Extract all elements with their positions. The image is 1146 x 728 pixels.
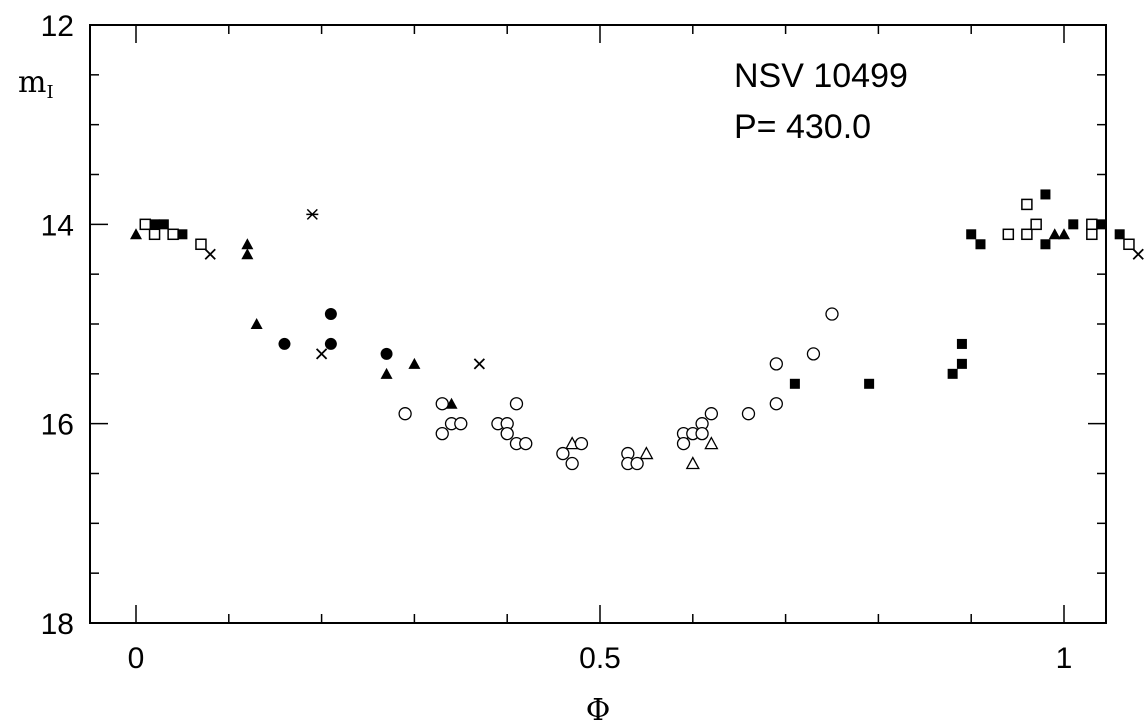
point-open-square [1021, 198, 1033, 211]
point-open-circle [695, 426, 709, 441]
point-open-square [1086, 218, 1098, 231]
point-filled-circle [380, 347, 393, 360]
plot-frame [89, 24, 1107, 624]
point-open-circle [500, 426, 514, 441]
y-axis-label-subscript: I [46, 82, 53, 103]
point-filled-square [1040, 189, 1051, 200]
point-open-square [1002, 228, 1015, 241]
point-open-circle [509, 397, 524, 411]
point-open-square [1123, 238, 1135, 251]
point-filled-circle [324, 337, 337, 350]
point-filled-triangle [1048, 228, 1061, 240]
point-open-triangle [704, 436, 719, 450]
point-cross [1132, 248, 1144, 260]
point-open-circle [565, 456, 579, 471]
point-open-square [167, 228, 179, 241]
point-filled-square [975, 239, 986, 250]
point-open-circle [704, 407, 719, 421]
point-filled-triangle [241, 248, 254, 260]
point-open-circle [574, 436, 589, 451]
point-filled-triangle [1058, 228, 1070, 240]
point-cross [473, 358, 485, 370]
point-filled-square [956, 358, 967, 369]
point-filled-square [947, 368, 958, 379]
point-open-square [139, 218, 152, 231]
y-axis-label: mI [18, 65, 54, 103]
point-cross [204, 248, 216, 260]
y-tick-label: 14 [41, 209, 74, 242]
point-filled-square [1096, 219, 1107, 230]
point-open-circle [435, 426, 449, 441]
point-filled-square [1114, 229, 1125, 240]
annotation-period: P= 430.0 [734, 108, 871, 146]
point-open-square [148, 228, 161, 241]
point-filled-square [1040, 239, 1051, 250]
y-axis-label-main: m [18, 65, 46, 100]
point-cross [315, 348, 328, 360]
point-open-circle [769, 357, 783, 371]
point-open-square [195, 238, 207, 251]
point-open-circle [741, 407, 756, 421]
point-open-square [1086, 228, 1098, 241]
point-filled-triangle [250, 318, 263, 329]
point-open-circle [769, 397, 783, 411]
point-filled-square [158, 219, 169, 230]
point-open-square [1021, 228, 1033, 241]
axis-ticks [90, 24, 1106, 624]
point-filled-triangle [380, 367, 393, 379]
y-tick-label: 16 [41, 409, 74, 442]
point-filled-triangle [445, 397, 458, 409]
point-filled-circle [324, 308, 337, 321]
point-open-circle [676, 436, 691, 451]
point-filled-square [149, 219, 160, 230]
point-filled-square [864, 378, 875, 389]
point-asterisk [306, 208, 319, 220]
point-open-circle [630, 456, 644, 471]
tick-labels: 00.511.5212141618 [41, 10, 1073, 675]
x-tick-label: 0.5 [579, 642, 621, 675]
point-filled-triangle [241, 238, 254, 250]
point-filled-square [177, 229, 188, 240]
point-open-circle [556, 446, 570, 461]
point-filled-square [1068, 219, 1079, 230]
point-open-circle [398, 407, 412, 421]
annotation-star-name: NSV 10499 [734, 57, 908, 95]
point-open-circle [825, 307, 839, 321]
point-open-circle [435, 397, 449, 411]
x-tick-label: 0 [128, 642, 145, 675]
point-open-triangle [685, 456, 700, 470]
point-filled-square [789, 378, 800, 389]
point-filled-triangle [408, 357, 421, 369]
y-tick-label: 12 [41, 10, 74, 43]
point-open-circle [806, 347, 821, 361]
point-open-triangle [639, 446, 654, 460]
point-filled-square [956, 338, 967, 349]
x-tick-label: 1 [1056, 642, 1073, 675]
point-open-square [1030, 218, 1042, 231]
point-filled-triangle [130, 228, 142, 240]
data-points [130, 189, 1144, 471]
point-filled-square [966, 229, 977, 240]
point-open-circle [454, 417, 468, 431]
x-axis-label: Φ [586, 693, 611, 728]
point-open-circle [519, 436, 533, 451]
point-filled-circle [278, 337, 291, 350]
y-tick-label: 18 [41, 608, 74, 641]
